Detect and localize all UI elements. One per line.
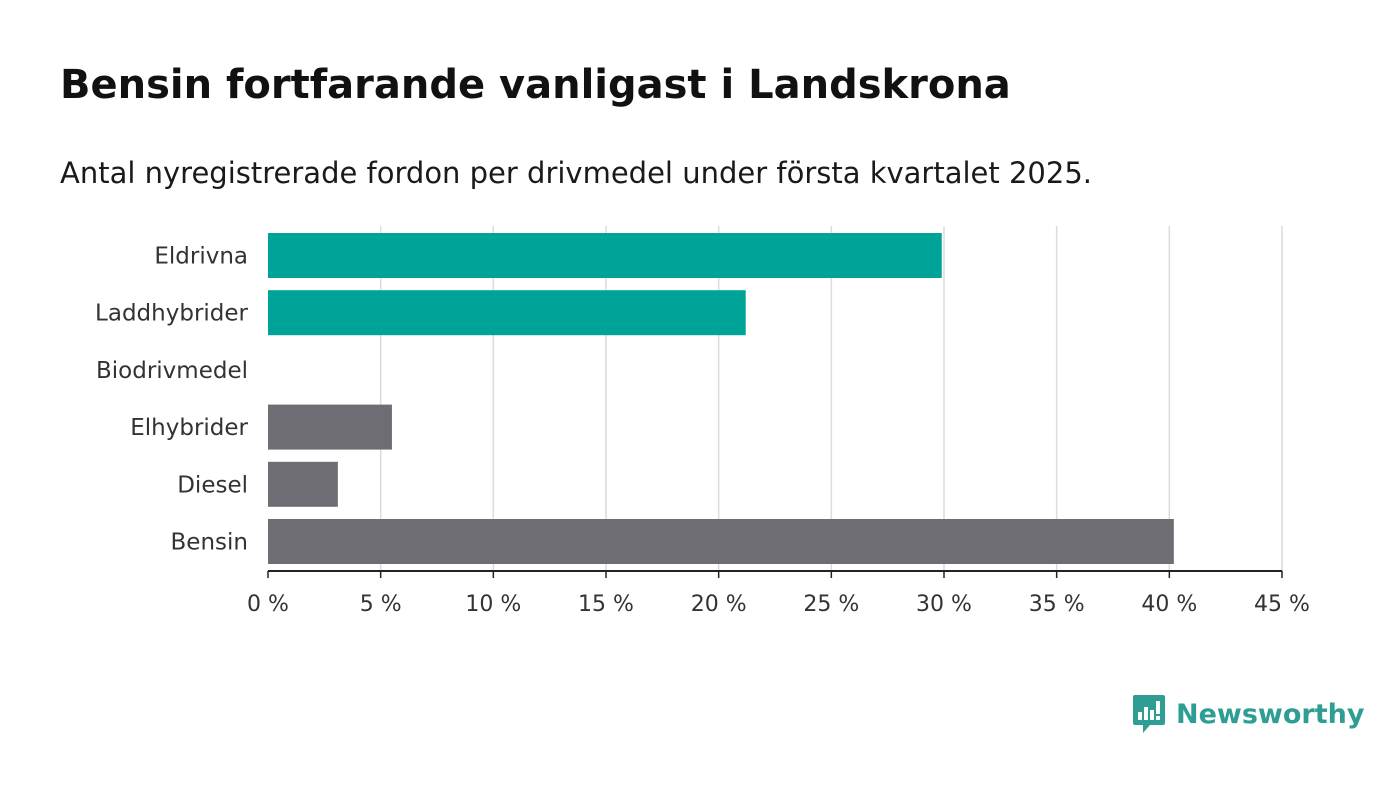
bar-laddhybrider <box>268 290 746 336</box>
bar-elhybrider <box>268 404 392 450</box>
brand-name: Newsworthy <box>1176 698 1365 730</box>
x-tick-label: 35 % <box>1029 592 1085 617</box>
grid-lines <box>379 226 1283 571</box>
newsworthy-logo-icon <box>1133 695 1165 733</box>
category-label: Biodrivmedel <box>96 358 248 384</box>
bars <box>268 233 1174 564</box>
x-tick-label: 20 % <box>691 592 747 617</box>
category-label: Laddhybrider <box>95 301 248 327</box>
brand-logo: Newsworthy <box>1132 692 1364 736</box>
x-tick-label: 15 % <box>578 592 634 617</box>
category-label: Diesel <box>177 472 248 498</box>
x-tick-label: 25 % <box>803 592 859 617</box>
category-label: Elhybrider <box>130 415 248 441</box>
x-tick-label: 10 % <box>465 592 521 617</box>
x-tick-label: 5 % <box>360 592 402 617</box>
x-tick-label: 40 % <box>1141 592 1197 617</box>
bar-diesel <box>268 461 338 507</box>
x-tick-label: 0 % <box>247 592 289 617</box>
chart-subtitle: Antal nyregistrerade fordon per drivmede… <box>60 156 1093 190</box>
x-axis: 0 % 5 % 10 % 15 % 20 % 25 % 30 % 35 % 40 % 45 % <box>247 570 1310 617</box>
category-label: Eldrivna <box>154 244 248 270</box>
x-tick-label: 45 % <box>1254 592 1310 617</box>
bar-bensin <box>268 519 1174 564</box>
category-label: Bensin <box>171 530 248 556</box>
chart-title: Bensin fortfarande vanligast i Landskron… <box>60 62 1011 108</box>
category-labels: Eldrivna Laddhybrider Biodrivmedel Elhybrid… <box>95 244 248 556</box>
bar-chart: 0 % 5 % 10 % 15 % 20 % 25 % 30 % 35 % 40 % 45 % E… <box>95 226 1310 617</box>
x-tick-label: 30 % <box>916 592 972 617</box>
bar-eldrivna <box>268 233 942 278</box>
